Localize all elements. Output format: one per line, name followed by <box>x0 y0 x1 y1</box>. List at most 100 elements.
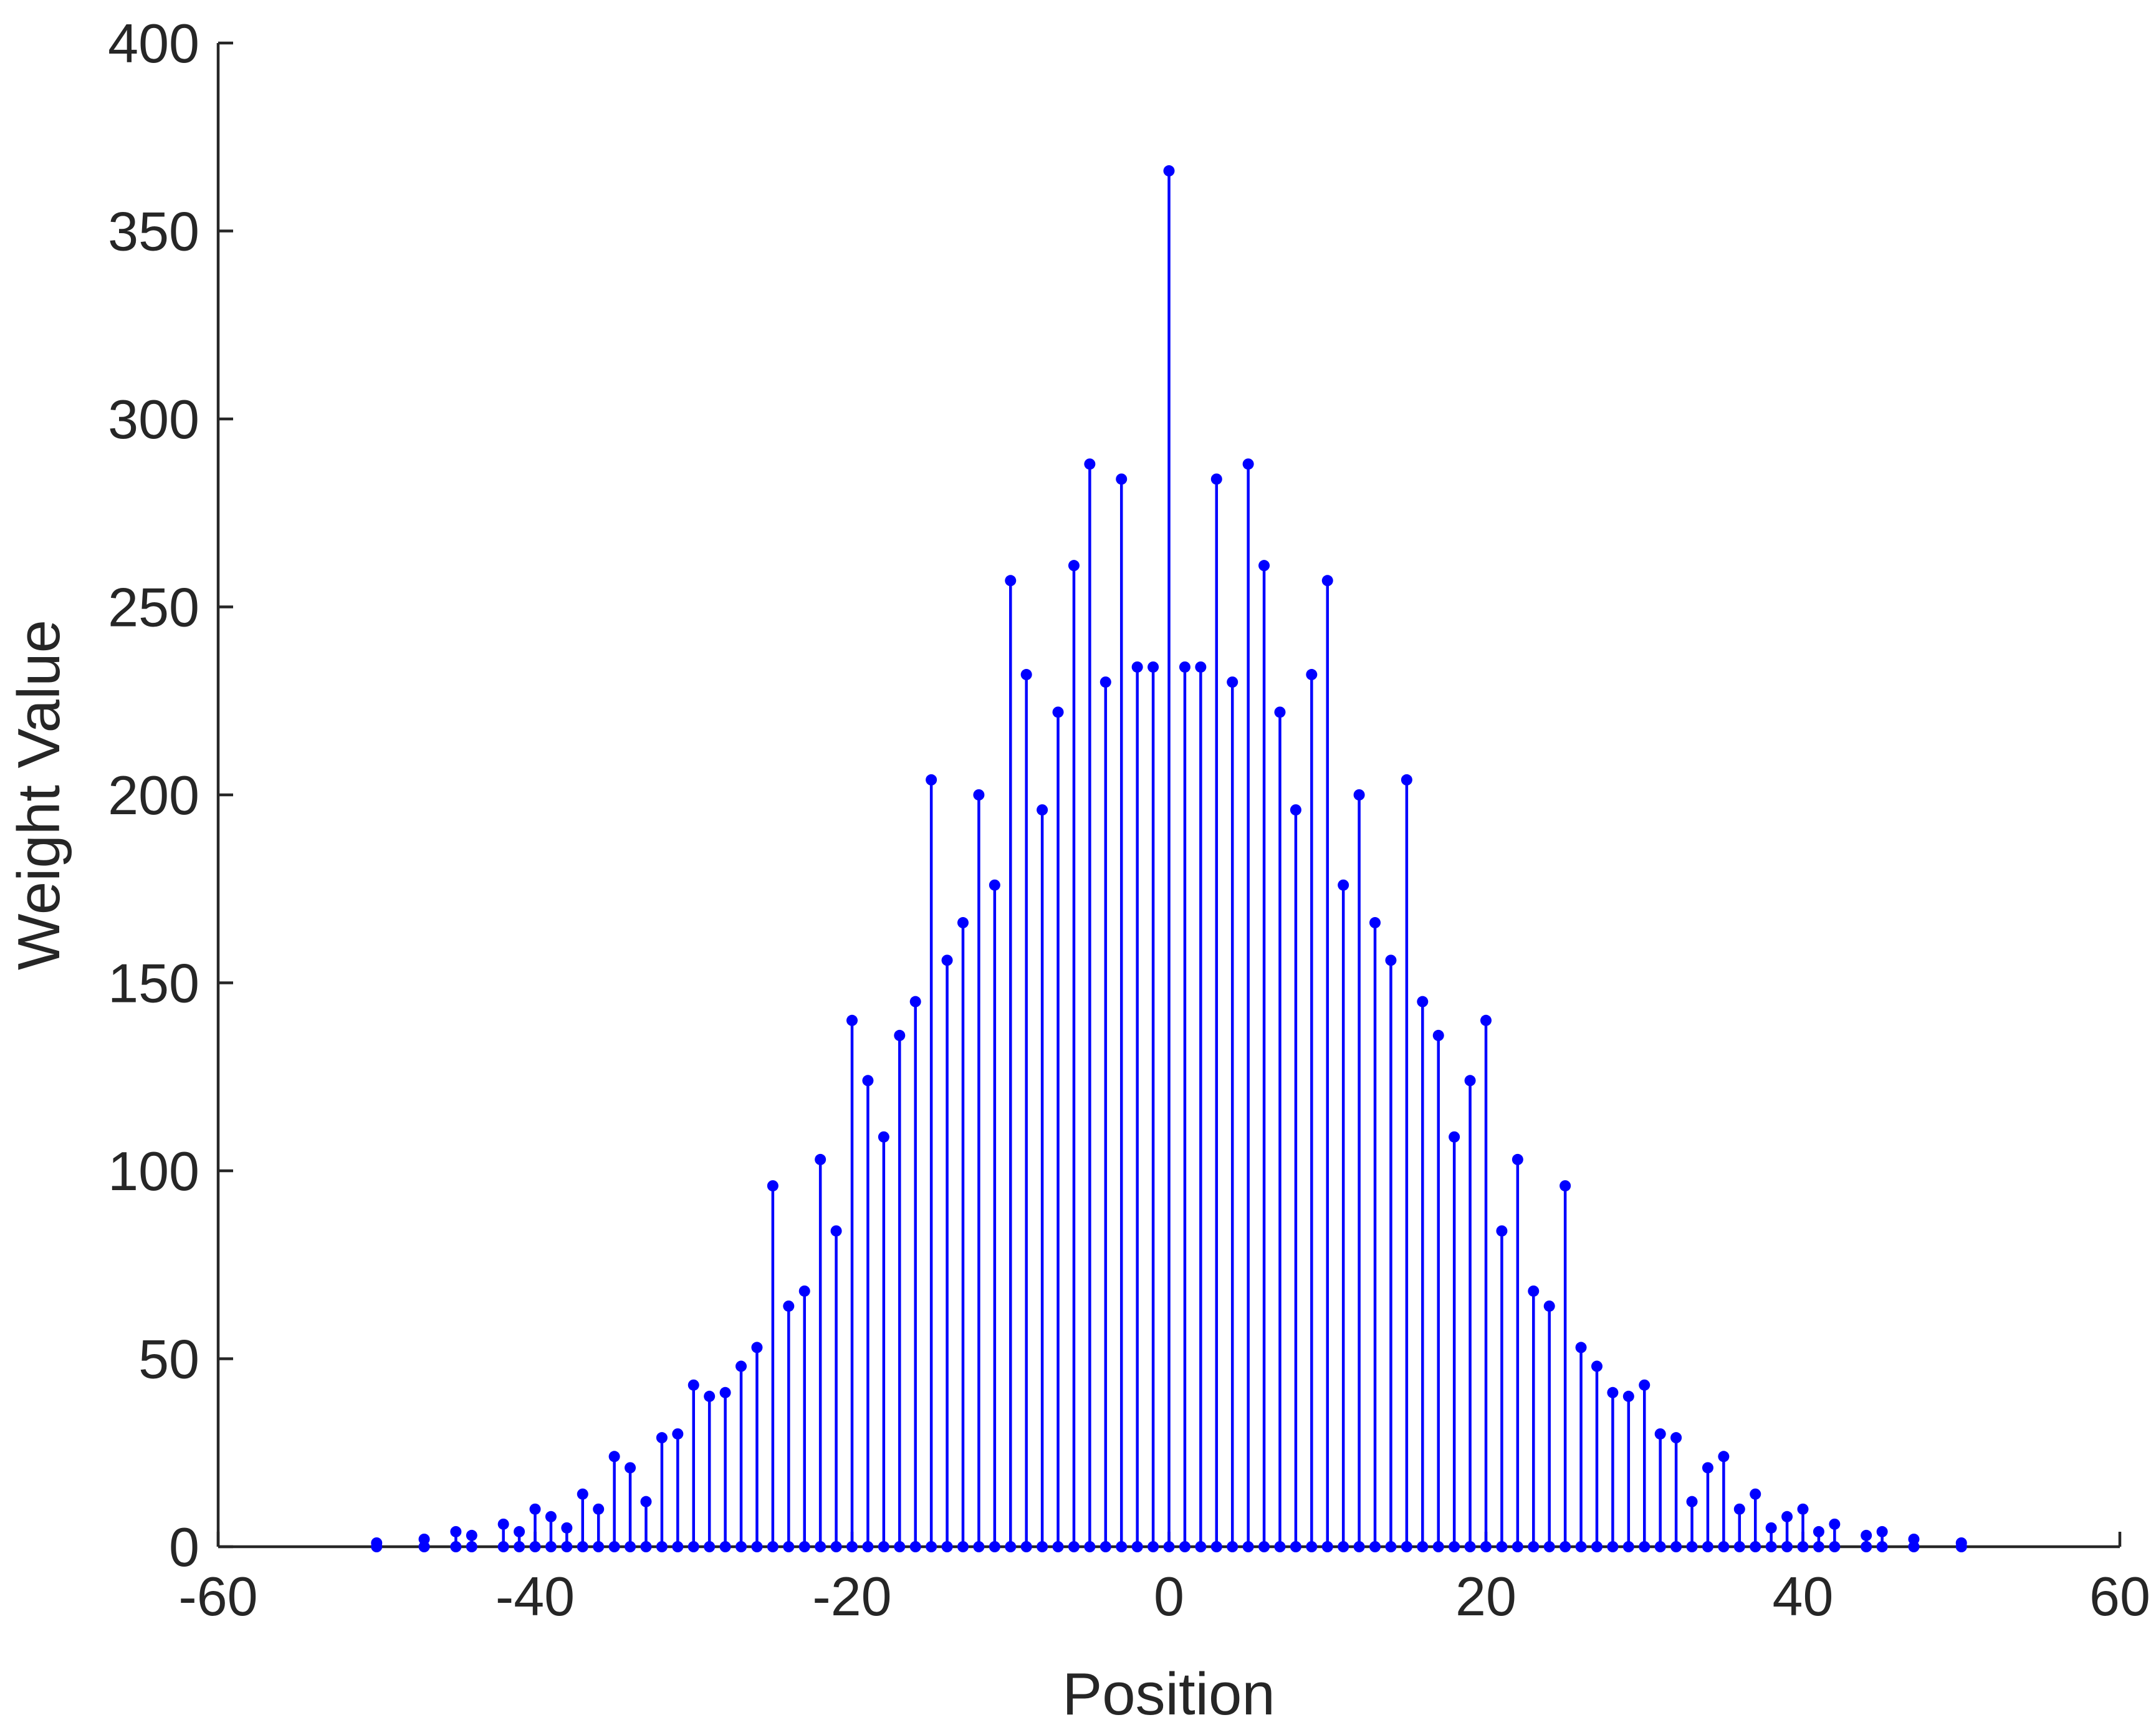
stem-base <box>798 1541 810 1552</box>
stem-base <box>1464 1541 1476 1552</box>
stem-base <box>1321 1541 1333 1552</box>
stem-base <box>1258 1541 1270 1552</box>
stem-base <box>1179 1541 1191 1552</box>
stem-base <box>1131 1541 1143 1552</box>
stem-marker <box>1733 1503 1745 1515</box>
stem-marker <box>371 1537 383 1549</box>
stem-marker <box>1353 789 1365 800</box>
stem-marker <box>1338 879 1349 891</box>
stem-base <box>1274 1541 1286 1552</box>
stem-base <box>1750 1541 1761 1552</box>
stem-base <box>1005 1541 1017 1552</box>
stem-marker <box>719 1386 731 1398</box>
stem-marker <box>1210 473 1222 485</box>
stem-marker <box>1432 1029 1444 1041</box>
stem-base <box>1622 1541 1634 1552</box>
stem-base <box>1591 1541 1603 1552</box>
stem-base <box>862 1541 874 1552</box>
stem-marker <box>625 1462 636 1474</box>
stem-base <box>608 1541 620 1552</box>
stem-marker <box>1560 1180 1571 1192</box>
stem-base <box>529 1541 541 1552</box>
stem-base <box>1306 1541 1318 1552</box>
stem-marker <box>1496 1225 1508 1237</box>
y-tick-label: 350 <box>108 201 199 262</box>
x-tick-label: -40 <box>496 1565 575 1627</box>
stem-base <box>1543 1541 1555 1552</box>
stem-base <box>1385 1541 1397 1552</box>
stem-marker <box>704 1390 716 1402</box>
stem-marker <box>909 996 921 1007</box>
stem-marker <box>1068 560 1080 572</box>
stem-base <box>1116 1541 1128 1552</box>
stem-base <box>719 1541 731 1552</box>
stem-base <box>1052 1541 1064 1552</box>
stem-marker <box>529 1503 541 1515</box>
x-axis-label: Position <box>1062 1661 1275 1728</box>
stem-base <box>1068 1541 1080 1552</box>
stem-marker <box>1195 661 1207 673</box>
y-tick-label: 200 <box>108 764 199 826</box>
x-tick-label: 20 <box>1455 1565 1516 1627</box>
stem-base <box>815 1541 826 1552</box>
stem-base <box>1227 1541 1239 1552</box>
stem-marker <box>815 1153 826 1165</box>
stem-base <box>1861 1541 1872 1552</box>
x-tick-label: -60 <box>178 1565 257 1627</box>
stem-base <box>1829 1541 1841 1552</box>
stem-base <box>894 1541 906 1552</box>
stem-marker <box>1464 1075 1476 1087</box>
stem-marker <box>656 1432 668 1444</box>
stem-marker <box>1654 1428 1666 1440</box>
stem-marker <box>1147 661 1159 673</box>
stem-marker <box>1480 1014 1492 1026</box>
stem-marker <box>862 1075 874 1087</box>
stem-base <box>545 1541 557 1552</box>
stem-base <box>1496 1541 1508 1552</box>
x-tick-label: 0 <box>1154 1565 1184 1627</box>
stem-marker <box>1116 473 1128 485</box>
stem-base <box>1020 1541 1032 1552</box>
stem-base <box>1163 1541 1175 1552</box>
stem-marker <box>1179 661 1191 673</box>
x-tick-label: 40 <box>1773 1565 1834 1627</box>
stem-marker <box>1037 804 1048 816</box>
stem-marker <box>1861 1529 1872 1541</box>
stem-base <box>1449 1541 1460 1552</box>
stem-base <box>783 1541 795 1552</box>
stem-marker <box>1543 1300 1555 1312</box>
stem-marker <box>1417 996 1429 1007</box>
stem-marker <box>608 1451 620 1463</box>
x-tick-label: 60 <box>2089 1565 2150 1627</box>
stem-base <box>656 1541 668 1552</box>
stem-marker <box>1258 560 1270 572</box>
stem-base <box>767 1541 779 1552</box>
stem-base <box>561 1541 573 1552</box>
stem-base <box>672 1541 684 1552</box>
stem-base <box>1480 1541 1492 1552</box>
stem-base <box>1670 1541 1682 1552</box>
stem-marker <box>1369 917 1381 929</box>
stem-base <box>1195 1541 1207 1552</box>
stem-marker <box>1781 1511 1793 1522</box>
stem-base <box>989 1541 1000 1552</box>
stem-marker <box>894 1029 906 1041</box>
stem-base <box>1242 1541 1254 1552</box>
stem-marker <box>878 1131 889 1143</box>
stem-base <box>1797 1541 1809 1552</box>
stem-marker <box>783 1300 795 1312</box>
stem-marker <box>957 917 969 929</box>
stem-base <box>1765 1541 1777 1552</box>
stem-base <box>1147 1541 1159 1552</box>
stem-base <box>1084 1541 1096 1552</box>
stem-base <box>926 1541 937 1552</box>
stem-marker <box>1829 1518 1841 1530</box>
stem-marker <box>1813 1526 1824 1537</box>
stem-base <box>1338 1541 1349 1552</box>
stem-marker <box>1306 669 1318 681</box>
stem-base <box>1401 1541 1412 1552</box>
y-tick-label: 300 <box>108 388 199 450</box>
stem-marker <box>1591 1360 1603 1372</box>
stem-marker <box>767 1180 779 1192</box>
